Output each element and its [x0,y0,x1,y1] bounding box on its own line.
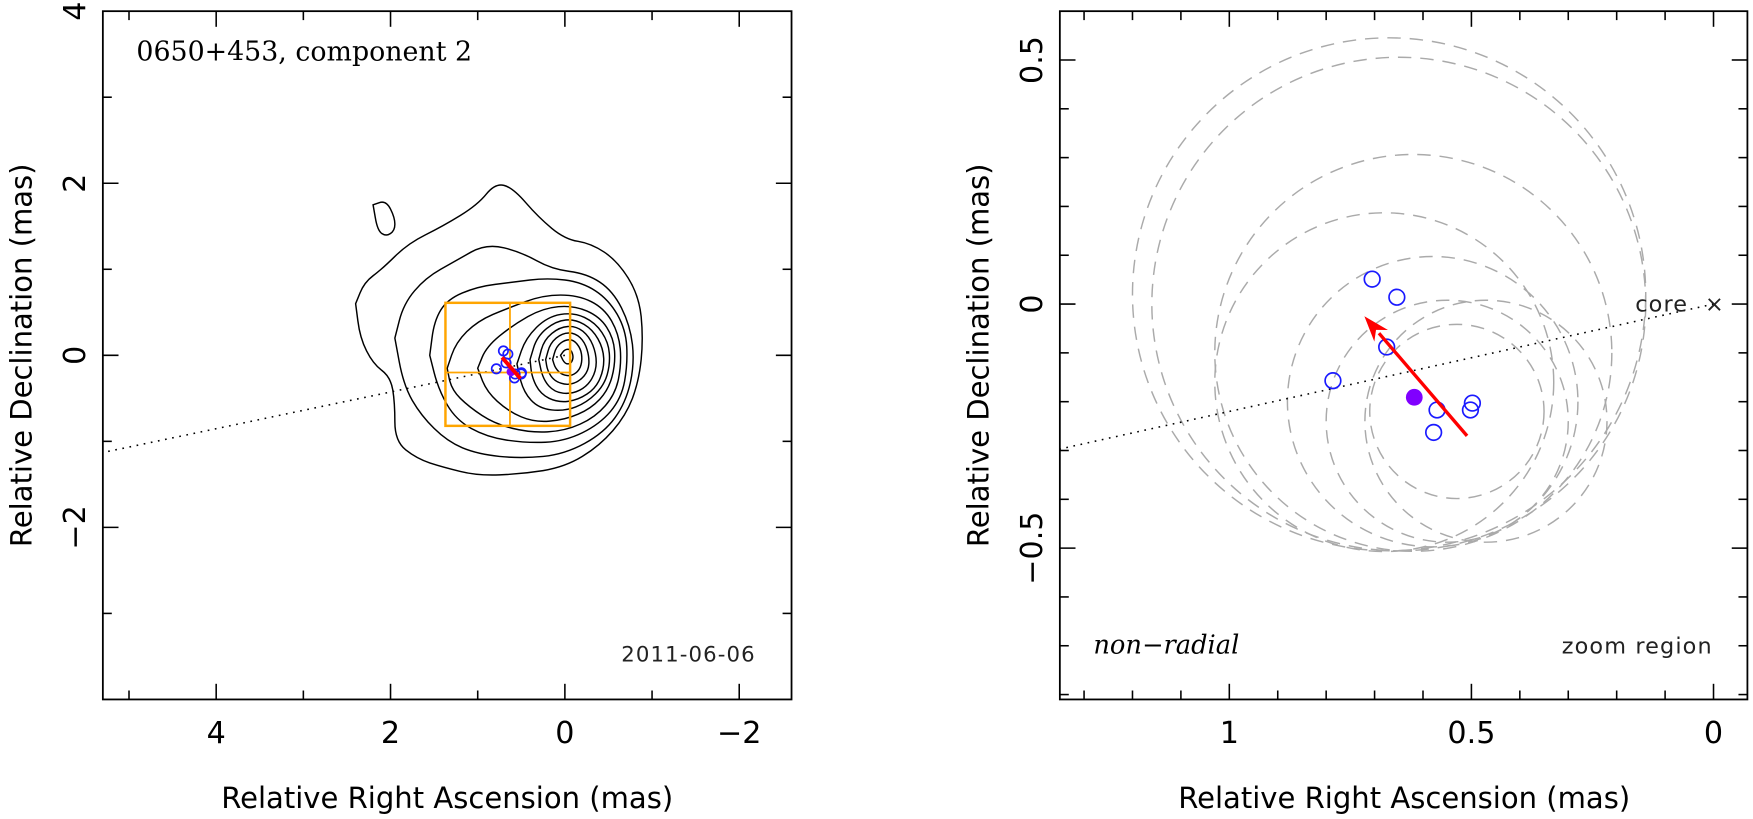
epoch-position-marker [1424,423,1443,442]
mean-position-marker [1405,388,1423,406]
core-label: core [1635,292,1688,318]
y-tick-label: 0 [58,346,93,365]
epoch-position-marker [500,357,512,369]
epoch-position-marker [1388,288,1406,306]
y-tick-label: 0.5 [1015,36,1050,84]
contour-map [354,184,643,476]
core-marker-icon: × [1705,292,1725,318]
x-tick-label: −2 [717,716,761,751]
velocity-arrow [1377,332,1469,437]
contour-level-11 [559,348,574,365]
left-plot-frame [101,10,793,701]
right-x-axis-label: Relative Right Ascension (mas) [1178,781,1630,815]
velocity-arrow [500,356,522,380]
epoch-position-marker [1378,338,1396,356]
epoch-position-marker [1461,401,1480,419]
error-circle [1369,323,1545,500]
epoch-position-marker [1363,270,1381,288]
error-circle [1364,299,1608,543]
right-panel-zoom: 1 0.5 0 −0.5 0 0.5 non−radial zoom region cor… [961,10,1749,815]
left-y-axis-label: Relative Declination (mas) [4,164,38,548]
contour-level-7 [529,319,605,403]
y-tick-label: 0 [1015,294,1050,313]
contour-level-1 [354,184,643,476]
error-circle [1325,299,1569,543]
epoch-position-marker [1324,372,1342,390]
y-tick-label: −0.5 [1015,512,1050,585]
x-tick-label: 0 [1704,716,1723,751]
jet-direction-line [102,354,566,454]
jet-direction-line [1059,303,1714,450]
error-circle [1214,153,1613,552]
left-overlay [102,301,572,454]
y-tick-label: 4 [58,2,93,21]
contour-level-5 [476,305,616,423]
contour-level-3 [429,278,628,444]
contour-level-8 [538,325,597,395]
zoom-region-plot [1059,37,1714,553]
x-tick-label: 0 [555,716,574,751]
contour-level-4 [446,294,622,433]
x-tick-label: 4 [207,716,226,751]
left-panel-map: 4 2 0 −2 −2 0 2 4 0650+453, component 2 2011-06… [4,2,793,815]
contour-level-9 [544,332,590,386]
zoom-box [444,301,572,428]
left-axis-ticks: 4 2 0 −2 −2 0 2 4 [58,2,792,751]
right-y-axis-label: Relative Declination (mas) [961,164,995,548]
contour-level-2 [394,245,634,459]
x-tick-label: 1 [1220,716,1239,751]
error-circle [1214,212,1555,553]
contour-level-1 [372,201,396,236]
epoch-position-marker [1428,401,1446,419]
contour-level-10 [551,339,583,377]
velocity-arrow-head-icon [1364,316,1388,342]
left-x-axis-label: Relative Right Ascension (mas) [221,781,673,815]
epoch-date-label: 2011-06-06 [621,642,756,667]
y-tick-label: −2 [58,505,93,549]
epoch-position-marker [1463,394,1482,412]
right-plot-frame [1058,10,1749,701]
zoom-region-annotation: zoom region [1562,634,1713,660]
x-tick-label: 2 [381,716,400,751]
non-radial-annotation: non−radial [1093,631,1239,661]
contour-level-6 [516,313,611,411]
epoch-position-marker [490,363,502,375]
left-plot-title: 0650+453, component 2 [136,36,472,67]
x-tick-label: 0.5 [1447,716,1495,751]
y-tick-label: 2 [58,174,93,193]
error-circle [1286,255,1579,548]
right-axis-ticks: 1 0.5 0 −0.5 0 0.5 [1015,11,1748,751]
error-circle [1131,37,1647,552]
